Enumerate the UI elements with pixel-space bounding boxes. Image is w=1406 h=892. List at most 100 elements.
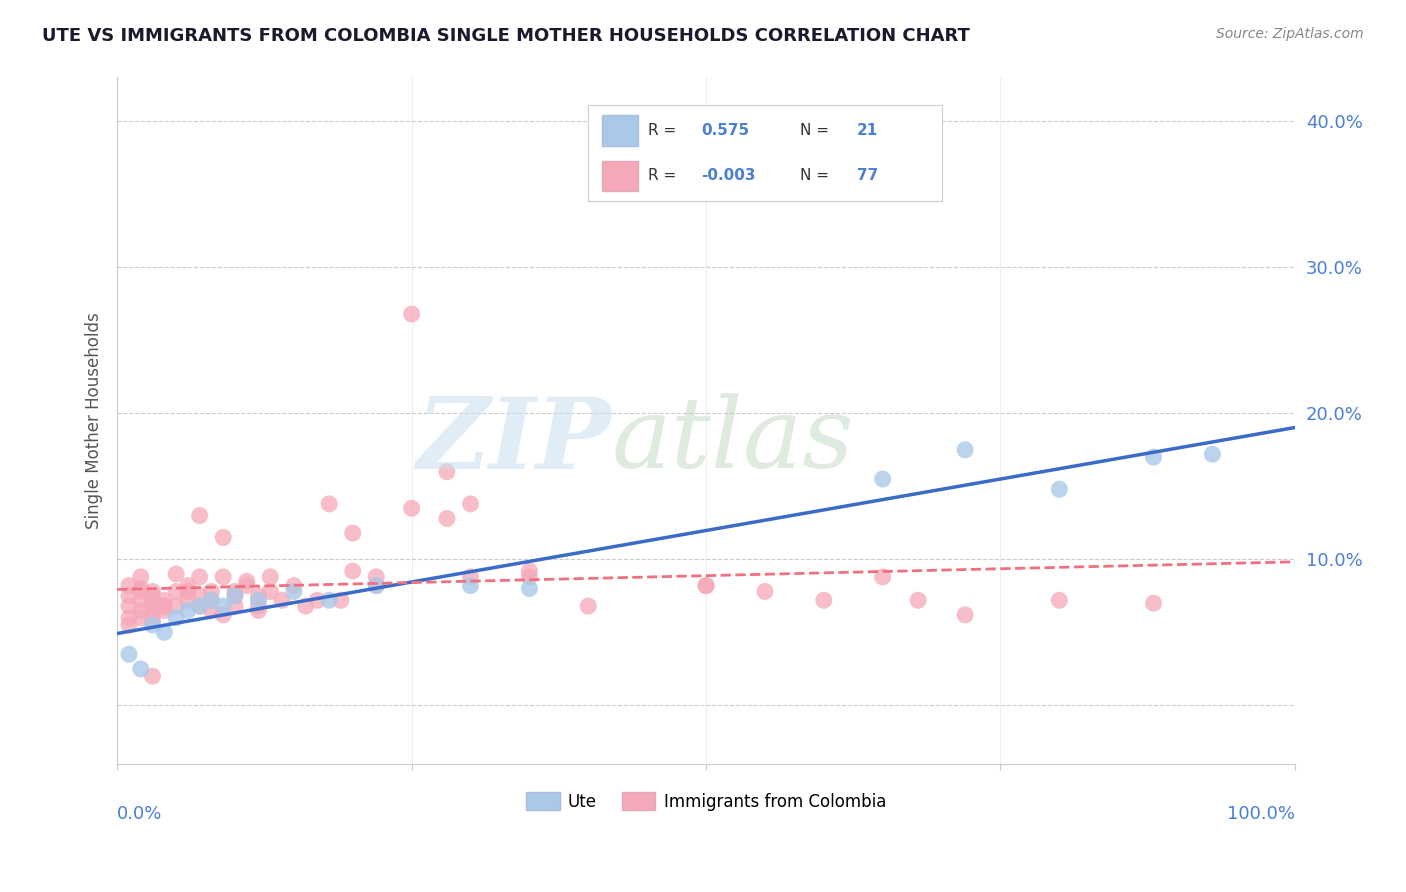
Point xyxy=(366,579,388,593)
Point xyxy=(165,584,187,599)
Point xyxy=(118,618,141,632)
Point xyxy=(188,508,211,523)
Point xyxy=(342,526,364,541)
Point xyxy=(129,584,152,599)
Point xyxy=(153,603,176,617)
Point xyxy=(519,582,541,596)
Point xyxy=(519,564,541,578)
Point xyxy=(141,589,163,603)
Point xyxy=(401,501,423,516)
Point xyxy=(224,589,246,603)
Point xyxy=(177,579,200,593)
Point xyxy=(177,584,200,599)
Text: Source: ZipAtlas.com: Source: ZipAtlas.com xyxy=(1216,27,1364,41)
Point xyxy=(247,589,270,603)
Point xyxy=(224,584,246,599)
Point xyxy=(212,607,235,622)
Text: ZIP: ZIP xyxy=(416,393,612,490)
Point xyxy=(235,574,257,589)
Point xyxy=(318,593,340,607)
Point xyxy=(318,497,340,511)
Point xyxy=(141,584,163,599)
Point xyxy=(129,582,152,596)
Point xyxy=(141,599,163,613)
Point xyxy=(200,593,222,607)
Point xyxy=(460,579,482,593)
Point xyxy=(271,593,294,607)
Point xyxy=(907,593,929,607)
Point xyxy=(188,599,211,613)
Point xyxy=(436,465,458,479)
Point xyxy=(1047,593,1070,607)
Text: atlas: atlas xyxy=(612,393,855,489)
Point xyxy=(695,579,717,593)
Point xyxy=(460,497,482,511)
Point xyxy=(872,570,894,584)
Text: UTE VS IMMIGRANTS FROM COLOMBIA SINGLE MOTHER HOUSEHOLDS CORRELATION CHART: UTE VS IMMIGRANTS FROM COLOMBIA SINGLE M… xyxy=(42,27,970,45)
Point xyxy=(329,593,352,607)
Legend: Ute, Immigrants from Colombia: Ute, Immigrants from Colombia xyxy=(520,786,893,817)
Point xyxy=(953,442,976,457)
Point xyxy=(200,603,222,617)
Point xyxy=(129,593,152,607)
Point xyxy=(754,584,776,599)
Point xyxy=(165,599,187,613)
Point xyxy=(153,599,176,613)
Point xyxy=(177,584,200,599)
Point xyxy=(1142,450,1164,464)
Point xyxy=(460,570,482,584)
Point xyxy=(247,603,270,617)
Point xyxy=(247,599,270,613)
Point xyxy=(129,662,152,676)
Point xyxy=(177,603,200,617)
Point xyxy=(307,593,329,607)
Point xyxy=(224,589,246,603)
Point xyxy=(212,531,235,545)
Point xyxy=(1142,596,1164,610)
Point xyxy=(294,599,316,613)
Point xyxy=(695,579,717,593)
Point xyxy=(401,307,423,321)
Point xyxy=(342,564,364,578)
Point xyxy=(165,566,187,581)
Point xyxy=(200,584,222,599)
Point xyxy=(235,579,257,593)
Text: 0.0%: 0.0% xyxy=(117,805,163,823)
Point xyxy=(259,570,281,584)
Point xyxy=(247,593,270,607)
Point xyxy=(153,625,176,640)
Point xyxy=(436,511,458,525)
Point xyxy=(118,579,141,593)
Point xyxy=(141,593,163,607)
Text: 100.0%: 100.0% xyxy=(1227,805,1295,823)
Point xyxy=(283,579,305,593)
Point xyxy=(188,570,211,584)
Point xyxy=(519,570,541,584)
Point xyxy=(141,618,163,632)
Y-axis label: Single Mother Households: Single Mother Households xyxy=(86,312,103,529)
Point xyxy=(118,648,141,662)
Point xyxy=(153,593,176,607)
Point xyxy=(153,599,176,613)
Point xyxy=(118,599,141,613)
Point xyxy=(129,570,152,584)
Point xyxy=(1201,447,1223,461)
Point xyxy=(259,584,281,599)
Point xyxy=(141,669,163,683)
Point xyxy=(188,589,211,603)
Point xyxy=(953,607,976,622)
Point xyxy=(200,593,222,607)
Point xyxy=(576,599,599,613)
Point xyxy=(129,611,152,625)
Point xyxy=(283,584,305,599)
Point xyxy=(129,603,152,617)
Point xyxy=(141,614,163,628)
Point xyxy=(212,599,235,613)
Point xyxy=(188,599,211,613)
Point xyxy=(165,611,187,625)
Point xyxy=(177,593,200,607)
Point xyxy=(366,570,388,584)
Point xyxy=(1047,483,1070,497)
Point xyxy=(141,607,163,622)
Point xyxy=(872,472,894,486)
